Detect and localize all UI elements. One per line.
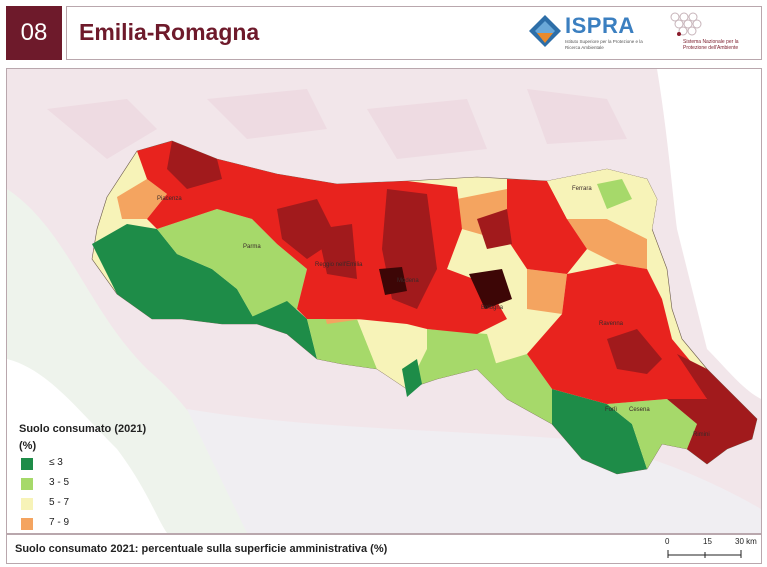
legend-swatch <box>21 498 33 510</box>
city-label-piacenza: Piacenza <box>157 196 182 202</box>
legend-swatch <box>21 478 33 490</box>
zone-bologna-core <box>469 269 512 309</box>
zone-cesena-hills <box>607 399 697 469</box>
city-label-forli: Forlì <box>605 407 617 413</box>
zone-parma-mountains <box>247 301 317 359</box>
legend-unit: (%) <box>19 440 37 452</box>
zone-lugo <box>607 329 662 374</box>
zone-piacenza-city <box>167 141 222 189</box>
ispra-subtitle: Istituto Superiore per la Protezione e l… <box>565 39 643 50</box>
city-label-ravenna: Ravenna <box>599 321 624 327</box>
legend-swatch <box>21 518 33 530</box>
scale-label-mid: 15 <box>703 537 712 546</box>
scale-bar-line <box>667 550 742 558</box>
zone-forli-mountains <box>552 389 647 474</box>
city-label-modena: Modena <box>397 278 419 284</box>
legend-swatch <box>21 458 33 470</box>
zone-rimini-coast <box>667 354 757 464</box>
zone-reggio-mountains <box>307 319 377 369</box>
zone-bologna-hinterland <box>477 209 512 249</box>
legend-label: 3 - 5 <box>49 477 70 488</box>
snpa-hexagon-icon <box>670 12 702 36</box>
map-caption: Suolo consumato 2021: percentuale sulla … <box>15 543 388 555</box>
sea-west <box>7 359 167 533</box>
snpa-logo: Sistema Nazionale per la Protezione dell… <box>663 9 755 57</box>
city-label-bologna: Bologna <box>481 305 504 311</box>
city-label-rimini: Rimini <box>693 432 710 438</box>
city-label-cesena: Cesena <box>629 407 650 413</box>
legend-title: Suolo consumato (2021) <box>19 423 147 435</box>
neighbor-region-south <box>187 409 761 533</box>
legend-label: 5 - 7 <box>49 497 70 508</box>
zone-ferrara-delta <box>597 179 632 209</box>
zone-modena-core <box>379 267 407 295</box>
map-legend: Suolo consumato (2021) (%) ≤ 3 3 - 5 5 - 7… <box>19 421 169 533</box>
zone-ferrara-south <box>567 219 647 269</box>
snpa-text: Sistema Nazionale per la Protezione dell… <box>683 39 739 51</box>
ispra-logo: ISPRA Istituto Superiore per la Protezio… <box>527 9 647 57</box>
city-label-parma: Parma <box>243 244 261 250</box>
legend-item: ≤ 3 <box>19 455 169 475</box>
city-label-ferrara: Ferrara <box>572 186 592 192</box>
footer: Suolo consumato 2021: percentuale sulla … <box>6 534 762 564</box>
scale-label-max: 30 km <box>735 537 757 546</box>
adriatic-sea <box>657 69 761 399</box>
title-bar: Emilia-Romagna ISPRA Istituto Superiore … <box>66 6 762 60</box>
legend-item: 5 - 7 <box>19 495 169 515</box>
zone-piacenza-north <box>117 179 167 219</box>
zone-ferrara-north <box>547 169 657 239</box>
legend-label: 7 - 9 <box>49 517 70 528</box>
scale-label-min: 0 <box>665 537 670 546</box>
map-frame: Piacenza Parma Reggio nell'Emilia Modena… <box>6 68 762 534</box>
ispra-emblem-icon <box>529 15 561 47</box>
scale-bar: 0 15 30 km <box>665 537 757 561</box>
zone-bologna-mountains <box>407 329 507 399</box>
legend-item: 3 - 5 <box>19 475 169 495</box>
neighbor-municipalities <box>47 89 627 159</box>
zone-modena-peak <box>402 359 422 397</box>
zone-ferrara-west <box>507 179 587 274</box>
zone-imola <box>527 269 567 314</box>
zone-reggio-city <box>317 224 357 279</box>
zone-ravenna-plain <box>527 264 707 404</box>
legend-label: ≤ 3 <box>49 457 63 468</box>
page-title: Emilia-Romagna <box>79 19 260 45</box>
region-map: Piacenza Parma Reggio nell'Emilia Modena… <box>7 69 761 533</box>
zone-west-apennines <box>92 224 257 324</box>
zone-imola-hills <box>477 354 552 424</box>
header: 08 Emilia-Romagna ISPRA Istituto Superio… <box>0 0 767 64</box>
legend-item: 7 - 9 <box>19 515 169 533</box>
ispra-name: ISPRA <box>565 13 635 38</box>
city-label-reggio: Reggio nell'Emilia <box>315 262 363 268</box>
section-number: 08 <box>6 6 62 60</box>
zone-parma-hills <box>157 209 307 324</box>
